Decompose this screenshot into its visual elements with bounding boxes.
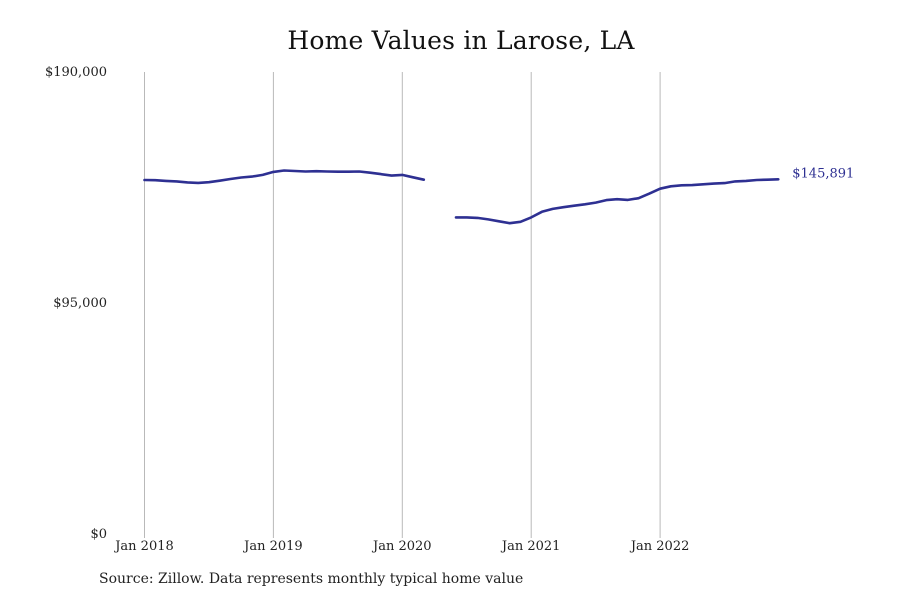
x-tick-label: Jan 2019: [242, 539, 303, 554]
x-tick-label: Jan 2020: [371, 539, 432, 554]
end-value-label: $145,891: [792, 166, 854, 181]
series-line-segment: [143, 169, 426, 185]
y-tick-label: $95,000: [53, 296, 107, 311]
y-tick-label: $190,000: [45, 65, 107, 80]
x-axis-ticks: Jan 2018 Jan 2019 Jan 2020 Jan 2021 Jan 2022: [113, 539, 689, 554]
chart-title: Home Values in Larose, LA: [287, 26, 635, 55]
x-tick-label: Jan 2021: [500, 539, 561, 554]
gridlines: [144, 72, 661, 538]
y-axis-ticks: $0 $95,000 $190,000: [45, 65, 107, 542]
series-lines: [143, 169, 780, 225]
x-tick-label: Jan 2018: [113, 539, 174, 554]
y-tick-label: $0: [90, 527, 107, 542]
x-tick-label: Jan 2022: [629, 539, 690, 554]
series-line-segment: [454, 178, 780, 225]
end-labels: $145,891: [792, 166, 854, 181]
source-note: Source: Zillow. Data represents monthly …: [99, 571, 524, 587]
